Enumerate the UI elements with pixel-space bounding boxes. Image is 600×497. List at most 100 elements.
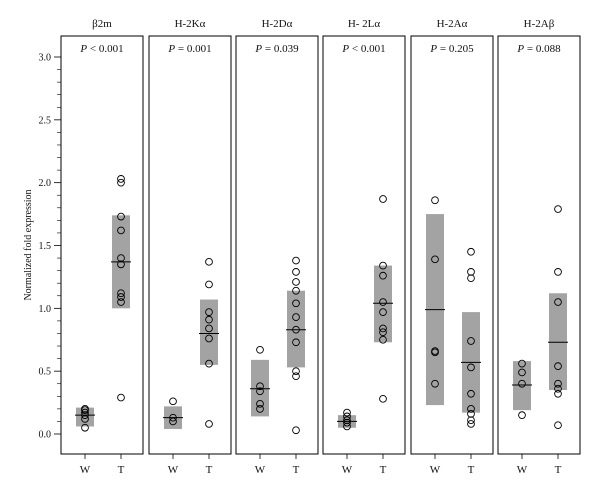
x-tick-label: W (80, 464, 91, 476)
p-text: = 0.205 (437, 43, 474, 55)
data-point-T (117, 293, 125, 301)
data-point-T (292, 278, 300, 286)
x-tick-label: T (555, 464, 562, 476)
data-point-T (117, 298, 125, 306)
panels: β2m P < 0.001 W T H-2Kα P = 0.001 W T H-2Dα P = 0… (60, 18, 581, 476)
data-point-T (467, 274, 475, 283)
data-point-T (292, 299, 300, 308)
data-point-T (117, 212, 125, 221)
y-tick-label: 2.5 (39, 115, 52, 126)
panel-3: H-2Dα P = 0.039 W T (235, 18, 319, 476)
panel-frame (148, 35, 232, 455)
y-tick-label: 3.0 (39, 53, 52, 64)
data-point-T (379, 298, 387, 306)
data-point-T (379, 335, 387, 344)
data-point-W (169, 417, 177, 426)
box-T (287, 290, 305, 368)
data-point-T (205, 359, 213, 368)
data-point-T (292, 256, 300, 265)
x-tick-label: T (206, 464, 213, 476)
panel-title: H-2Aβ (524, 18, 555, 30)
data-point-T (554, 379, 562, 388)
panel-p-value: P = 0.039 (254, 43, 299, 55)
data-point-W (81, 411, 89, 420)
data-point-T (467, 420, 475, 428)
p-text: = 0.039 (262, 43, 299, 55)
data-point-T (292, 268, 300, 276)
data-point-W (256, 399, 264, 408)
data-point-W (343, 412, 351, 421)
data-point-T (117, 175, 125, 183)
data-point-T (117, 393, 125, 402)
data-point-W (256, 382, 264, 391)
data-point-W (518, 379, 526, 388)
p-label: P (341, 43, 349, 55)
x-tick-label: T (468, 464, 475, 476)
data-point-W (431, 347, 439, 355)
data-point-T (467, 405, 475, 413)
y-tick-label: 0.5 (39, 367, 52, 378)
p-label: P (167, 43, 175, 55)
data-point-T (554, 362, 562, 370)
panel-title: H-2Dα (262, 18, 293, 30)
data-point-T (467, 268, 475, 276)
data-point-W (81, 405, 89, 413)
x-tick-label: W (430, 464, 441, 476)
x-tick-label: T (293, 464, 300, 476)
data-point-T (292, 286, 300, 295)
data-point-T (554, 384, 562, 393)
p-text: < 0.001 (349, 43, 385, 55)
data-point-T (117, 254, 125, 262)
data-point-T (379, 328, 387, 337)
panel-frame (322, 35, 406, 455)
data-point-W (431, 255, 439, 264)
data-point-T (554, 421, 562, 430)
data-point-T (205, 334, 213, 343)
data-point-W (431, 196, 439, 205)
x-tick-label: W (168, 464, 179, 476)
data-point-T (554, 268, 562, 276)
data-point-T (379, 271, 387, 280)
panel-4: H- 2Lα P < 0.001 W T (322, 18, 406, 476)
panel-title: H-2Kα (175, 18, 206, 30)
data-point-W (81, 408, 89, 417)
data-point-T (379, 394, 387, 403)
panel-2: H-2Kα P = 0.001 W T (148, 18, 232, 476)
p-label: P (516, 43, 524, 55)
y-tick-label: 1.5 (39, 241, 52, 252)
data-point-T (117, 226, 125, 235)
data-point-W (169, 397, 177, 406)
y-tick-label: 0.0 (39, 430, 52, 441)
box-T (549, 293, 567, 391)
data-point-T (554, 205, 562, 213)
data-point-W (256, 345, 264, 354)
data-point-T (554, 298, 562, 306)
data-point-W (81, 415, 89, 423)
p-label: P (254, 43, 262, 55)
p-label: P (79, 43, 87, 55)
panel-p-value: P = 0.088 (516, 43, 561, 55)
x-tick-label: T (118, 464, 125, 476)
box-T (374, 265, 392, 343)
x-tick-label: W (517, 464, 528, 476)
data-point-T (467, 337, 475, 345)
box-W (513, 361, 531, 411)
y-axis: 0.0 0.5 1.0 1.5 2.0 2.5 3.0 (39, 53, 61, 441)
x-tick-label: W (342, 464, 353, 476)
data-point-T (205, 308, 213, 316)
panel-title: β2m (92, 18, 112, 30)
data-point-T (467, 416, 475, 425)
panel-p-value: P = 0.001 (167, 43, 211, 55)
x-tick-label: W (255, 464, 266, 476)
panel-p-value: P < 0.001 (79, 43, 123, 55)
data-point-T (292, 313, 300, 321)
data-point-T (292, 367, 300, 376)
data-point-T (292, 338, 300, 347)
y-tick-label: 1.0 (39, 304, 52, 315)
panel-1: β2m P < 0.001 W T (60, 18, 144, 476)
data-point-T (117, 289, 125, 298)
panel-p-value: P < 0.001 (341, 43, 385, 55)
data-point-W (256, 387, 264, 396)
p-text: = 0.001 (175, 43, 211, 55)
y-tick-label: 2.0 (39, 178, 52, 189)
